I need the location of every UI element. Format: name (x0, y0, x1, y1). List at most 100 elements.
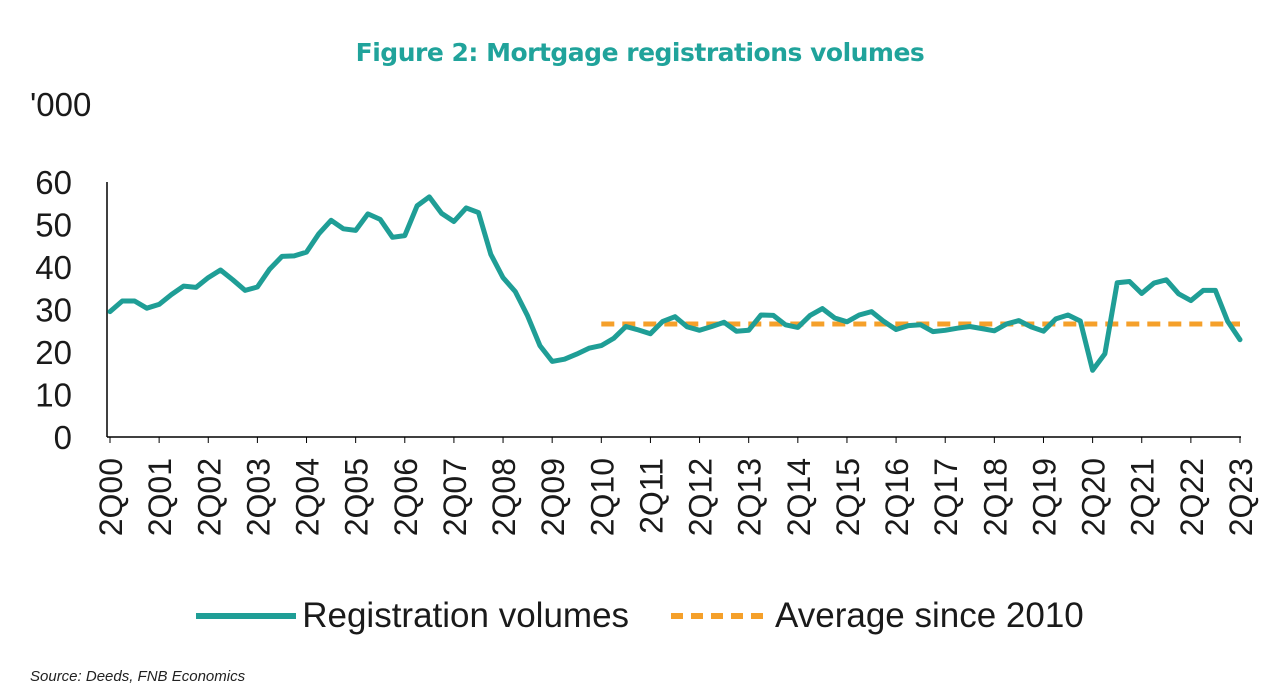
data-point (956, 327, 959, 330)
x-tick-label: 2Q04 (290, 458, 326, 536)
data-point (379, 218, 382, 221)
x-tick-labels: 2Q00 2Q01 2Q02 2Q03 2Q04 2Q05 2Q06 2Q07 2Q08 2Q09… (93, 437, 1259, 536)
data-point (1054, 317, 1057, 321)
data-point (833, 316, 836, 320)
data-point (1189, 299, 1193, 302)
data-point (489, 253, 492, 256)
data-point (354, 229, 357, 232)
y-tick-label: 40 (35, 249, 72, 286)
x-tick-label: 2Q21 (1125, 458, 1161, 536)
x-tick-label: 2Q07 (437, 458, 473, 536)
x-tick-label: 2Q08 (486, 458, 522, 536)
data-point (661, 320, 664, 323)
data-point (784, 323, 787, 326)
data-point (931, 330, 935, 333)
data-point (673, 315, 677, 318)
data-point (403, 234, 406, 237)
data-point (980, 327, 984, 330)
legend-item-registration-volumes: Registration volumes (196, 596, 629, 636)
x-tick-label: 2Q02 (191, 458, 227, 536)
data-point (649, 332, 652, 335)
data-point (1177, 292, 1180, 295)
data-point (415, 204, 419, 207)
y-tick-label: 50 (35, 207, 72, 244)
data-point (329, 219, 333, 222)
data-point (526, 314, 529, 318)
data-point (366, 212, 370, 216)
source-note: Source: Deeds, FNB Economics (30, 668, 246, 685)
x-tick-label: 2Q03 (240, 458, 276, 536)
data-point (452, 220, 456, 223)
data-point (391, 236, 394, 239)
x-tick-label: 2Q09 (535, 458, 571, 536)
data-point (587, 346, 591, 350)
data-point (428, 195, 431, 199)
data-point (440, 212, 443, 215)
data-point (772, 314, 775, 317)
x-tick-label: 2Q23 (1223, 458, 1259, 536)
y-tick-label: 10 (35, 377, 72, 414)
data-point (1042, 329, 1045, 333)
data-point (243, 289, 247, 292)
data-point (133, 299, 136, 303)
data-point (1017, 319, 1021, 322)
data-point (477, 211, 480, 214)
data-point (305, 250, 308, 254)
data-point (821, 307, 824, 310)
data-point (1005, 322, 1008, 326)
data-point (686, 325, 689, 329)
data-point (1115, 281, 1119, 284)
data-point (207, 276, 210, 279)
data-point (993, 329, 996, 332)
data-point (514, 290, 517, 293)
data-point (538, 344, 542, 347)
data-point (501, 276, 505, 279)
x-tick-label: 2Q17 (928, 458, 964, 536)
data-point (145, 307, 149, 310)
legend-item-average-since-2010: Average since 2010 (669, 596, 1084, 636)
axes (106, 182, 1241, 438)
data-point (256, 285, 259, 289)
data-point (796, 326, 800, 329)
data-point (894, 328, 898, 331)
data-point (219, 268, 222, 272)
x-tick-label: 2Q18 (977, 458, 1013, 536)
x-tick-label: 2Q20 (1076, 458, 1112, 536)
data-point (612, 337, 615, 340)
x-tick-label: 2Q01 (142, 458, 178, 536)
x-tick-label: 2Q12 (683, 458, 719, 536)
data-point (882, 320, 886, 323)
data-point (342, 227, 345, 230)
legend-swatch-dashed (671, 613, 770, 619)
data-point (280, 255, 284, 258)
data-point (735, 329, 738, 333)
data-point (600, 344, 603, 347)
data-point (194, 286, 198, 289)
data-point (870, 310, 873, 313)
data-point (747, 329, 750, 332)
data-point (1140, 292, 1143, 295)
chart-title: Figure 2: Mortgage registrations volumes (355, 38, 925, 67)
data-point (968, 325, 971, 328)
y-tick-label: 60 (35, 164, 72, 201)
data-point (1128, 280, 1131, 283)
x-tick-label: 2Q14 (781, 458, 817, 536)
data-point (919, 323, 922, 326)
data-point (636, 328, 640, 332)
data-point (1201, 289, 1205, 292)
data-point (108, 310, 112, 313)
data-point (845, 320, 849, 324)
data-point (1214, 289, 1217, 292)
x-tick-label: 2Q13 (732, 458, 768, 536)
x-tick-label: 2Q11 (633, 458, 669, 534)
data-point (944, 329, 947, 332)
legend-label: Registration volumes (302, 596, 630, 635)
data-point (550, 360, 554, 363)
data-point (1091, 369, 1094, 372)
legend-label: Average since 2010 (775, 596, 1084, 635)
data-point (182, 284, 185, 288)
data-point (858, 313, 861, 317)
data-point (759, 313, 763, 317)
legend-swatch-solid (196, 613, 297, 619)
data-point (231, 278, 235, 281)
